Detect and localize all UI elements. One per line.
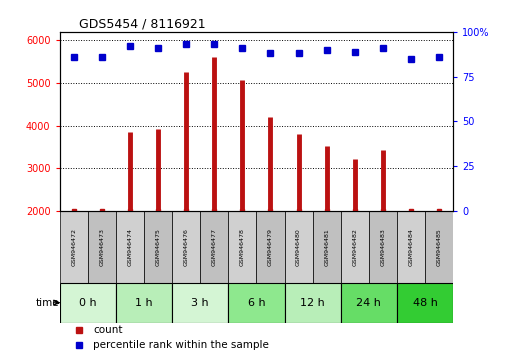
Text: GDS5454 / 8116921: GDS5454 / 8116921	[79, 18, 206, 31]
FancyBboxPatch shape	[172, 283, 228, 322]
Text: GSM946476: GSM946476	[183, 228, 189, 266]
Text: GSM946473: GSM946473	[99, 228, 104, 266]
FancyBboxPatch shape	[341, 283, 397, 322]
FancyBboxPatch shape	[284, 283, 341, 322]
Text: 6 h: 6 h	[248, 298, 265, 308]
Text: time: time	[36, 298, 60, 308]
FancyBboxPatch shape	[88, 211, 116, 283]
FancyBboxPatch shape	[144, 211, 172, 283]
Text: GSM946478: GSM946478	[240, 228, 245, 266]
FancyBboxPatch shape	[397, 211, 425, 283]
Text: GSM946481: GSM946481	[324, 228, 329, 266]
Text: 0 h: 0 h	[79, 298, 96, 308]
FancyBboxPatch shape	[172, 211, 200, 283]
Text: 12 h: 12 h	[300, 298, 325, 308]
Text: 3 h: 3 h	[191, 298, 209, 308]
FancyBboxPatch shape	[116, 283, 172, 322]
FancyBboxPatch shape	[200, 211, 228, 283]
Text: GSM946484: GSM946484	[409, 228, 413, 266]
Text: GSM946479: GSM946479	[268, 228, 273, 266]
Text: percentile rank within the sample: percentile rank within the sample	[93, 340, 269, 350]
Text: GSM946485: GSM946485	[437, 228, 442, 266]
FancyBboxPatch shape	[256, 211, 284, 283]
Text: 24 h: 24 h	[356, 298, 381, 308]
FancyBboxPatch shape	[116, 211, 144, 283]
FancyBboxPatch shape	[60, 211, 88, 283]
FancyBboxPatch shape	[228, 283, 284, 322]
Text: GSM946483: GSM946483	[380, 228, 385, 266]
Text: 1 h: 1 h	[135, 298, 153, 308]
Text: 48 h: 48 h	[413, 298, 438, 308]
FancyBboxPatch shape	[284, 211, 313, 283]
FancyBboxPatch shape	[341, 211, 369, 283]
Text: GSM946472: GSM946472	[71, 228, 76, 266]
Text: count: count	[93, 325, 123, 335]
FancyBboxPatch shape	[425, 211, 453, 283]
Text: GSM946482: GSM946482	[352, 228, 357, 266]
FancyBboxPatch shape	[397, 283, 453, 322]
Text: GSM946480: GSM946480	[296, 228, 301, 266]
FancyBboxPatch shape	[313, 211, 341, 283]
FancyBboxPatch shape	[60, 283, 116, 322]
Text: GSM946474: GSM946474	[127, 228, 133, 266]
FancyBboxPatch shape	[369, 211, 397, 283]
Text: GSM946477: GSM946477	[212, 228, 217, 266]
Text: GSM946475: GSM946475	[155, 228, 161, 266]
FancyBboxPatch shape	[228, 211, 256, 283]
